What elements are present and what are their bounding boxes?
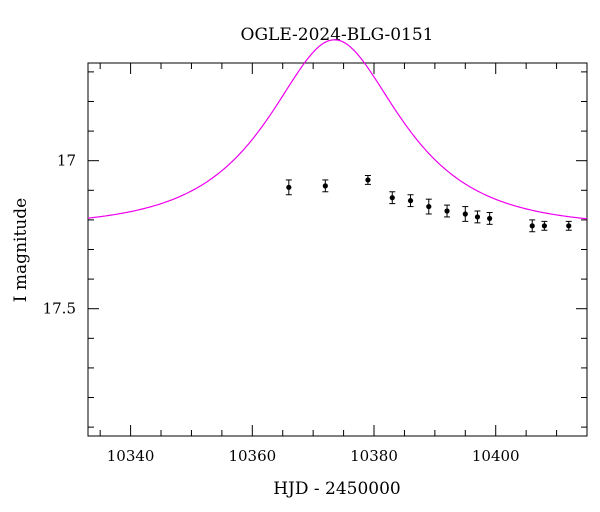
data-marker: [365, 177, 371, 183]
data-point: [565, 220, 572, 231]
data-point: [541, 220, 548, 231]
data-marker: [426, 203, 432, 210]
data-marker: [474, 214, 481, 220]
data-point: [444, 204, 451, 218]
data-marker: [286, 184, 292, 190]
axis-tick-labels: 10340 10360 10380 10400 17 17.5: [43, 152, 520, 465]
data-point: [529, 219, 536, 233]
chart-title: OGLE-2024-BLG-0151: [241, 25, 434, 45]
data-marker: [462, 211, 468, 217]
data-marker: [541, 223, 548, 229]
y-tick-label: 17.5: [43, 300, 76, 318]
data-point: [364, 174, 371, 185]
axis-ticks: [88, 63, 588, 436]
y-axis-label: I magnitude: [11, 198, 31, 302]
data-marker: [389, 195, 395, 201]
data-point: [389, 191, 396, 205]
data-point: [462, 206, 469, 222]
data-marker: [487, 215, 493, 222]
data-marker: [444, 208, 450, 214]
data-point: [474, 210, 481, 224]
data-marker: [566, 223, 572, 229]
x-tick-label: 10360: [228, 447, 276, 465]
data-point: [322, 179, 329, 193]
y-tick-label: 17: [57, 152, 76, 170]
data-marker: [322, 183, 328, 189]
x-tick-label: 10380: [350, 447, 398, 465]
data-point: [486, 211, 493, 225]
data-marker: [529, 223, 535, 229]
data-points: [285, 174, 572, 233]
x-axis-label: HJD - 2450000: [273, 479, 401, 499]
model-curve: [87, 39, 588, 220]
data-point: [285, 179, 292, 196]
data-point: [425, 198, 432, 215]
data-point: [407, 194, 414, 208]
data-marker: [407, 198, 414, 204]
plot-frame: [87, 62, 588, 437]
x-tick-label: 10400: [472, 447, 520, 465]
x-tick-label: 10340: [107, 447, 155, 465]
